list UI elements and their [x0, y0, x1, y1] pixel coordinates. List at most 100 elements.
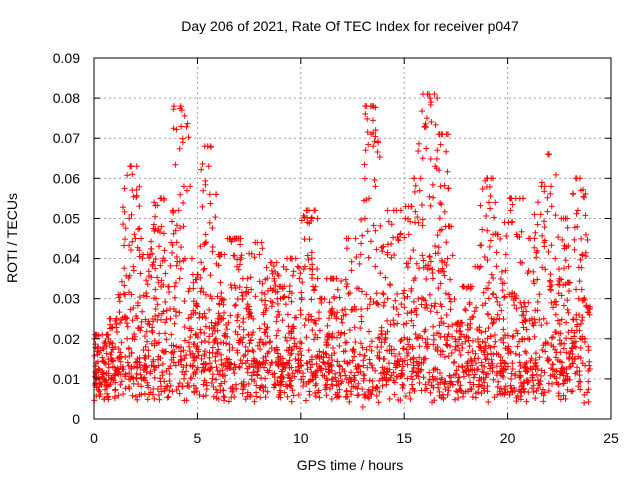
data-point-cloud [541, 218, 548, 225]
data-point-cloud [456, 387, 463, 394]
data-point-cloud [144, 382, 151, 389]
data-point-cloud [368, 338, 375, 345]
data-point-cloud [530, 389, 537, 396]
data-point-cloud [578, 264, 585, 271]
data-point-cloud [408, 287, 415, 294]
data-point-cloud [191, 341, 198, 348]
data-point-cloud [234, 347, 241, 354]
data-point-cloud [221, 394, 228, 401]
data-point-cloud [221, 309, 228, 316]
data-point-cloud [207, 200, 214, 207]
data-point-cloud [436, 167, 443, 174]
data-point-cloud [479, 185, 486, 192]
data-point-cloud [561, 366, 568, 373]
data-point-cloud [181, 337, 188, 344]
data-point-cloud [220, 315, 227, 322]
data-point-cloud [404, 310, 411, 317]
data-point-cloud [505, 343, 512, 350]
data-point-cloud [168, 331, 175, 338]
data-point-cloud [559, 236, 566, 243]
data-point-cloud [300, 212, 307, 219]
data-point-cloud [434, 344, 441, 351]
data-point-cloud [272, 282, 279, 289]
data-point-cloud [402, 393, 409, 400]
data-point-cloud [386, 343, 393, 350]
data-point-cloud [323, 375, 330, 382]
y-tick-label: 0.01 [53, 371, 80, 387]
data-point-cloud [227, 281, 234, 288]
data-point-cloud [521, 361, 528, 368]
data-point-cloud [365, 141, 372, 148]
data-point-cloud [558, 340, 565, 347]
y-tick-label: 0.08 [53, 90, 80, 106]
data-point-cloud [158, 277, 165, 284]
data-point-cloud [486, 279, 493, 286]
data-point-cloud [401, 295, 408, 302]
data-point-cloud [471, 308, 478, 315]
data-point-cloud [200, 187, 207, 194]
data-point-cloud [400, 290, 407, 297]
data-point-cloud [431, 303, 438, 310]
data-point-cloud [257, 346, 264, 353]
data-point-cloud [425, 379, 432, 386]
data-point-cloud [555, 390, 562, 397]
data-point-cloud [284, 393, 291, 400]
data-point-cloud [548, 299, 555, 306]
data-point-cloud [510, 332, 517, 339]
data-point-cloud [453, 367, 460, 374]
data-point-cloud [556, 337, 563, 344]
data-point-cloud [275, 308, 282, 315]
data-point-cloud [536, 381, 543, 388]
data-point-cloud [466, 301, 473, 308]
data-point-cloud [338, 277, 345, 284]
data-point-cloud [262, 360, 269, 367]
data-point-cloud [184, 120, 191, 127]
data-point-cloud [412, 182, 419, 189]
data-point-cloud [479, 226, 486, 233]
data-point-cloud [408, 317, 415, 324]
data-point-cloud [305, 347, 312, 354]
data-point-cloud [458, 340, 465, 347]
data-point-cloud [374, 149, 381, 156]
data-point-cloud [501, 293, 508, 300]
data-point-cloud [342, 339, 349, 346]
data-point-cloud [471, 371, 478, 378]
data-point-cloud [258, 382, 265, 389]
data-point-cloud [392, 297, 399, 304]
data-point-cloud [134, 364, 141, 371]
data-point-cloud [173, 253, 180, 260]
data-point-cloud [487, 237, 494, 244]
data-point-cloud [338, 316, 345, 323]
data-point-cloud [479, 368, 486, 375]
data-point-cloud [200, 289, 207, 296]
data-point-cloud [227, 236, 234, 243]
data-point-cloud [529, 366, 536, 373]
data-point-cloud [191, 388, 198, 395]
data-point-cloud [284, 337, 291, 344]
data-point-cloud [121, 242, 128, 249]
data-point-cloud [429, 373, 436, 380]
data-point-cloud [388, 254, 395, 261]
data-point-cloud [259, 245, 266, 252]
data-point-cloud [449, 252, 456, 259]
data-point-cloud [441, 272, 448, 279]
data-point-cloud [514, 343, 521, 350]
data-point-cloud [187, 351, 194, 358]
data-point-cloud [343, 376, 350, 383]
data-point-cloud [459, 364, 466, 371]
data-point-cloud [368, 347, 375, 354]
data-point-cloud [438, 318, 445, 325]
data-point-cloud [479, 382, 486, 389]
data-point-cloud [519, 319, 526, 326]
data-point-cloud [453, 388, 460, 395]
data-point-cloud [242, 352, 249, 359]
data-point-cloud [384, 317, 391, 324]
data-point-cloud [128, 364, 135, 371]
data-point-cloud [552, 354, 559, 361]
data-point-cloud [337, 372, 344, 379]
data-point-cloud [169, 242, 176, 249]
data-point-cloud [462, 307, 469, 314]
data-point-cloud [184, 379, 191, 386]
data-point-cloud [202, 314, 209, 321]
data-point-cloud [555, 317, 562, 324]
